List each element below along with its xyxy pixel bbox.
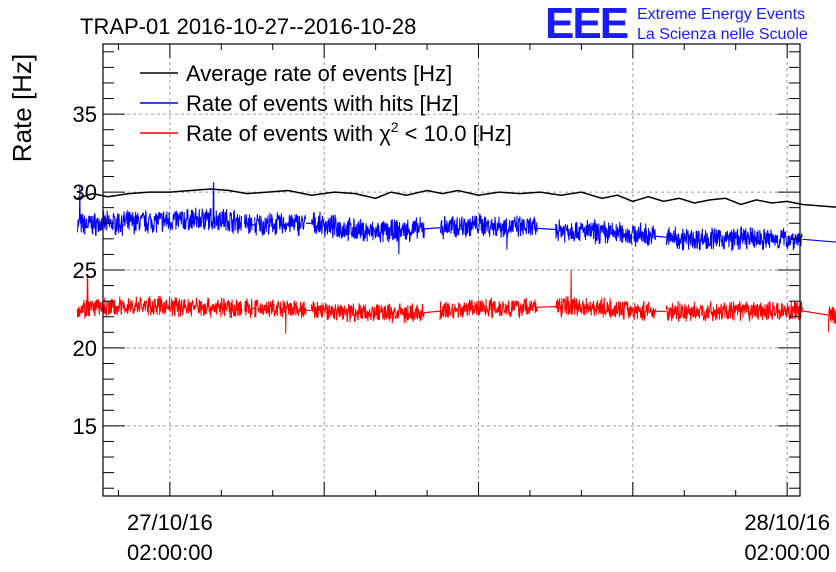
series-average: [77, 188, 836, 208]
y-tick-label: 30: [73, 180, 97, 205]
axis-ticks: 15 20 25 30 35 27/10/16 02:00:00 28/10/16 02:00:…: [73, 44, 830, 565]
series-segment-chi2: [827, 306, 836, 333]
series-segment-chi2: [254, 298, 307, 334]
x-tick-label: 28/10/16: [744, 510, 830, 535]
series-segment-chi2: [665, 300, 803, 323]
legend-label-chi2: Rate of events with χ2 < 10.0 [Hz]: [186, 119, 512, 146]
series-gap-link-chi2: [424, 310, 440, 314]
series-gap-link-chi2: [802, 310, 829, 316]
x-tick-label: 02:00:00: [127, 540, 213, 565]
series-segment-hits: [76, 185, 207, 237]
series-chi2: [76, 269, 836, 334]
series-segment-chi2: [76, 274, 207, 319]
x-tick-label: 02:00:00: [744, 540, 830, 565]
series-segment-chi2: [310, 301, 425, 324]
legend: Average rate of events [Hz] Rate of event…: [140, 61, 512, 146]
eee-logo: EEE: [545, 0, 629, 48]
y-tick-label: 35: [73, 102, 97, 127]
y-tick-label: 25: [73, 258, 97, 283]
series-segment-hits: [310, 211, 425, 255]
series-segment-chi2: [202, 297, 243, 319]
series-gap-link-chi2: [537, 306, 556, 308]
series-segment-hits: [202, 182, 243, 234]
chart-title: TRAP-01 2016-10-27--2016-10-28: [80, 14, 416, 39]
series-gap-link-hits: [424, 227, 440, 230]
series-segment-chi2: [439, 297, 538, 320]
series-segment-hits: [439, 213, 538, 250]
brand-tagline: La Scienza nelle Scuole: [637, 26, 808, 43]
legend-label-average: Average rate of events [Hz]: [186, 61, 452, 86]
series-hits: [76, 182, 836, 255]
legend-label-hits: Rate of events with hits [Hz]: [186, 91, 459, 116]
brand-name: Extreme Energy Events: [637, 6, 806, 23]
series-segment-hits: [254, 212, 307, 236]
series-line-average: [77, 188, 836, 208]
x-tick-label: 27/10/16: [127, 510, 213, 535]
series-segment-hits: [244, 214, 253, 234]
series-gap-link-hits: [802, 238, 836, 243]
series-gap-link-hits: [655, 235, 667, 238]
brand-banner: EEE Extreme Energy Events La Scienza nel…: [545, 2, 835, 46]
series-segment-chi2: [244, 298, 253, 318]
series-segment-hits: [665, 226, 803, 252]
series-gap-link-hits: [537, 227, 556, 231]
y-tick-label: 15: [73, 414, 97, 439]
series-segment-chi2: [555, 269, 657, 322]
series-segment-hits: [555, 218, 657, 247]
plot-series: [76, 182, 836, 334]
y-tick-label: 20: [73, 336, 97, 361]
y-axis-label: Rate [Hz]: [7, 54, 37, 162]
